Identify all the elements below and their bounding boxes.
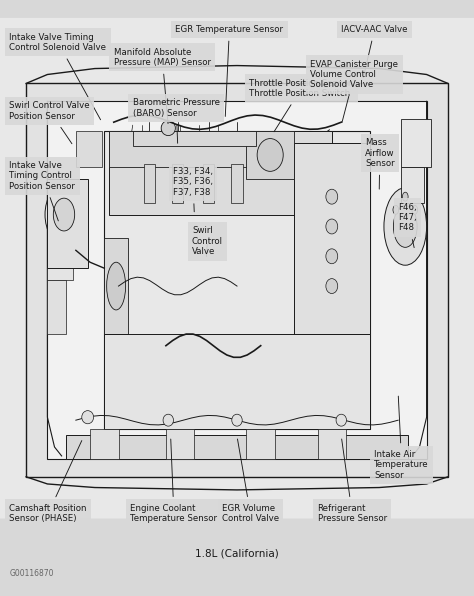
Text: Intake Valve Timing
Control Solenoid Valve: Intake Valve Timing Control Solenoid Val… — [9, 33, 107, 120]
Polygon shape — [294, 143, 370, 334]
Polygon shape — [401, 167, 424, 203]
Ellipse shape — [393, 205, 399, 215]
Polygon shape — [318, 429, 346, 459]
Ellipse shape — [82, 411, 93, 424]
Polygon shape — [104, 131, 370, 429]
Polygon shape — [104, 334, 370, 429]
Ellipse shape — [326, 249, 337, 263]
Ellipse shape — [45, 185, 83, 244]
Text: 1.8L (California): 1.8L (California) — [195, 548, 279, 558]
Polygon shape — [203, 164, 214, 203]
Polygon shape — [76, 131, 102, 167]
Ellipse shape — [326, 219, 337, 234]
Polygon shape — [166, 429, 194, 459]
Polygon shape — [144, 164, 155, 203]
Polygon shape — [47, 101, 427, 459]
Text: Engine Coolant
Temperature Sensor: Engine Coolant Temperature Sensor — [130, 439, 218, 523]
Polygon shape — [172, 164, 183, 203]
Text: F33, F34,
F35, F36,
F37, F38: F33, F34, F35, F36, F37, F38 — [173, 167, 213, 212]
FancyBboxPatch shape — [0, 18, 474, 519]
Text: Barometric Pressure
(BARO) Sensor: Barometric Pressure (BARO) Sensor — [133, 98, 220, 143]
Text: EGR Temperature Sensor: EGR Temperature Sensor — [175, 25, 283, 116]
Ellipse shape — [232, 414, 242, 426]
Polygon shape — [47, 280, 66, 334]
Polygon shape — [90, 429, 118, 459]
Ellipse shape — [402, 192, 408, 201]
Ellipse shape — [163, 414, 173, 426]
Text: IACV-AAC Valve: IACV-AAC Valve — [341, 25, 408, 77]
Polygon shape — [47, 179, 88, 268]
Text: Camshaft Position
Sensor (PHASE): Camshaft Position Sensor (PHASE) — [9, 440, 87, 523]
Text: Intake Air
Temperature
Sensor: Intake Air Temperature Sensor — [374, 396, 429, 480]
Polygon shape — [231, 164, 243, 203]
Ellipse shape — [53, 198, 75, 231]
Ellipse shape — [161, 120, 175, 135]
Polygon shape — [401, 119, 431, 167]
Polygon shape — [104, 238, 128, 334]
Ellipse shape — [326, 190, 337, 204]
Text: Swirl
Control
Valve: Swirl Control Valve — [192, 226, 223, 256]
Text: Throttle Position Sensor,
Throttle Position Switch: Throttle Position Sensor, Throttle Posit… — [249, 79, 354, 132]
Ellipse shape — [336, 414, 346, 426]
Ellipse shape — [384, 188, 427, 265]
Ellipse shape — [412, 205, 418, 215]
Text: Refrigerant
Pressure Sensor: Refrigerant Pressure Sensor — [318, 439, 387, 523]
Text: EVAP Canister Purge
Volume Control
Solenoid Valve: EVAP Canister Purge Volume Control Solen… — [310, 60, 399, 122]
Ellipse shape — [393, 206, 417, 247]
Text: EGR Volume
Control Valve: EGR Volume Control Valve — [222, 439, 279, 523]
Ellipse shape — [107, 262, 126, 310]
Text: Swirl Control Valve
Position Sensor: Swirl Control Valve Position Sensor — [9, 101, 90, 144]
Polygon shape — [66, 435, 408, 459]
Text: G00116870: G00116870 — [9, 569, 54, 578]
Polygon shape — [109, 131, 332, 215]
Polygon shape — [133, 131, 256, 146]
Text: Mass
Airflow
Sensor: Mass Airflow Sensor — [365, 138, 394, 189]
Ellipse shape — [257, 138, 283, 172]
Polygon shape — [109, 131, 261, 167]
Polygon shape — [246, 131, 294, 179]
Polygon shape — [246, 429, 275, 459]
Polygon shape — [47, 226, 73, 280]
Text: F46,
F47,
F48: F46, F47, F48 — [398, 203, 417, 247]
Ellipse shape — [326, 279, 337, 293]
Polygon shape — [26, 83, 448, 477]
Text: Manifold Absolute
Pressure (MAP) Sensor: Manifold Absolute Pressure (MAP) Sensor — [114, 48, 211, 123]
Text: Intake Valve
Timing Control
Position Sensor: Intake Valve Timing Control Position Sen… — [9, 161, 75, 221]
